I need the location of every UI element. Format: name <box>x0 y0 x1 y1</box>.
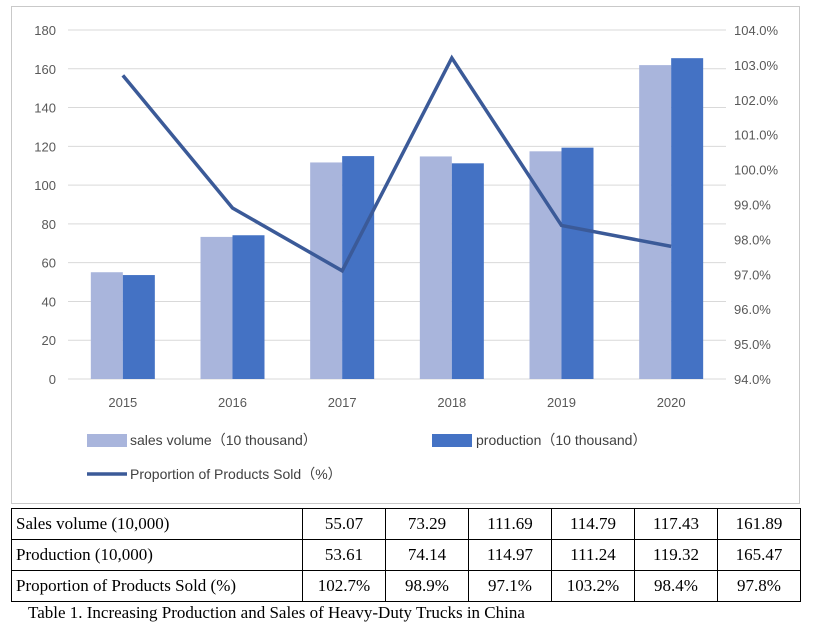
y-right-tick-label: 99.0% <box>734 198 771 213</box>
sales-volume-bar <box>90 272 123 379</box>
table-cell: 161.89 <box>717 508 801 540</box>
table-cell: 98.9% <box>385 570 469 602</box>
x-tick-label: 2017 <box>328 395 357 410</box>
y-right-tick-label: 96.0% <box>734 302 771 317</box>
table-cell: 55.07 <box>302 508 386 540</box>
x-tick-label: 2020 <box>657 395 686 410</box>
y-right-tick-label: 103.0% <box>734 58 779 73</box>
y-left-tick-label: 100 <box>34 178 56 193</box>
y-left-tick-label: 40 <box>42 294 56 309</box>
y-left-tick-label: 0 <box>49 372 56 387</box>
production-bar <box>122 275 155 379</box>
y-right-tick-label: 101.0% <box>734 128 779 143</box>
table-row: Production (10,000) 53.61 74.14 114.97 111.2… <box>11 539 801 571</box>
y-right-tick-label: 100.0% <box>734 163 779 178</box>
y-right-tick-label: 102.0% <box>734 93 779 108</box>
sales-volume-bar <box>419 156 452 379</box>
legend-label-proportion: Proportion of Products Sold（%） <box>130 466 342 482</box>
table-caption: Table 1. Increasing Production and Sales… <box>28 603 525 622</box>
legend-swatch-sales <box>87 434 127 447</box>
y-left-tick-label: 140 <box>34 101 56 116</box>
sales-volume-bar <box>310 162 343 379</box>
table-cell: 73.29 <box>385 508 469 540</box>
y-left-tick-label: 60 <box>42 256 56 271</box>
table-cell: 114.79 <box>551 508 635 540</box>
row-label: Proportion of Products Sold (%) <box>11 570 303 602</box>
sales-volume-bar <box>200 236 233 379</box>
x-tick-label: 2019 <box>547 395 576 410</box>
table-cell: 103.2% <box>551 570 635 602</box>
table-cell: 74.14 <box>385 539 469 571</box>
production-bar <box>561 147 594 379</box>
table-cell: 119.32 <box>634 539 718 571</box>
y-right-tick-label: 104.0% <box>734 23 779 38</box>
table-cell: 111.69 <box>468 508 552 540</box>
production-bar <box>451 163 484 379</box>
production-bar <box>342 156 375 379</box>
legend-swatch-production <box>432 434 472 447</box>
table-cell: 117.43 <box>634 508 718 540</box>
legend-label-sales: sales volume（10 thousand） <box>130 432 317 448</box>
y-right-tick-label: 97.0% <box>734 267 771 282</box>
table-cell: 111.24 <box>551 539 635 571</box>
table-row: Proportion of Products Sold (%) 102.7% 98.… <box>11 570 801 602</box>
y-right-tick-label: 95.0% <box>734 337 771 352</box>
row-label: Production (10,000) <box>11 539 303 571</box>
table-cell: 102.7% <box>302 570 386 602</box>
y-left-tick-label: 120 <box>34 139 56 154</box>
x-tick-label: 2016 <box>218 395 247 410</box>
y-left-tick-label: 180 <box>34 23 56 38</box>
legend-label-production: production（10 thousand） <box>476 432 646 448</box>
y-left-tick-label: 20 <box>42 333 56 348</box>
x-tick-label: 2015 <box>108 395 137 410</box>
sales-volume-bar <box>529 151 562 379</box>
sales-volume-bar <box>639 65 672 379</box>
production-bar <box>671 58 704 379</box>
table-cell: 165.47 <box>717 539 801 571</box>
table-cell: 53.61 <box>302 539 386 571</box>
chart-frame: 0 20 40 60 80 100 120 140 160 180 94.0% 95.0% 96.0% 9… <box>11 6 800 504</box>
combo-chart: 0 20 40 60 80 100 120 140 160 180 94.0% 95.0% 96.0% 9… <box>34 23 779 482</box>
proportion-sold-line <box>121 54 672 274</box>
x-tick-label: 2018 <box>437 395 466 410</box>
production-bar <box>232 235 265 379</box>
table-row: Sales volume (10,000) 55.07 73.29 111.69 114… <box>11 508 801 540</box>
table-cell: 98.4% <box>634 570 718 602</box>
data-table: Sales volume (10,000) 55.07 73.29 111.69 114… <box>11 508 801 602</box>
y-left-tick-label: 80 <box>42 217 56 232</box>
y-right-tick-label: 98.0% <box>734 232 771 247</box>
table-cell: 114.97 <box>468 539 552 571</box>
y-left-tick-label: 160 <box>34 62 56 77</box>
y-right-tick-label: 94.0% <box>734 372 771 387</box>
row-label: Sales volume (10,000) <box>11 508 303 540</box>
table-cell: 97.8% <box>717 570 801 602</box>
table-cell: 97.1% <box>468 570 552 602</box>
